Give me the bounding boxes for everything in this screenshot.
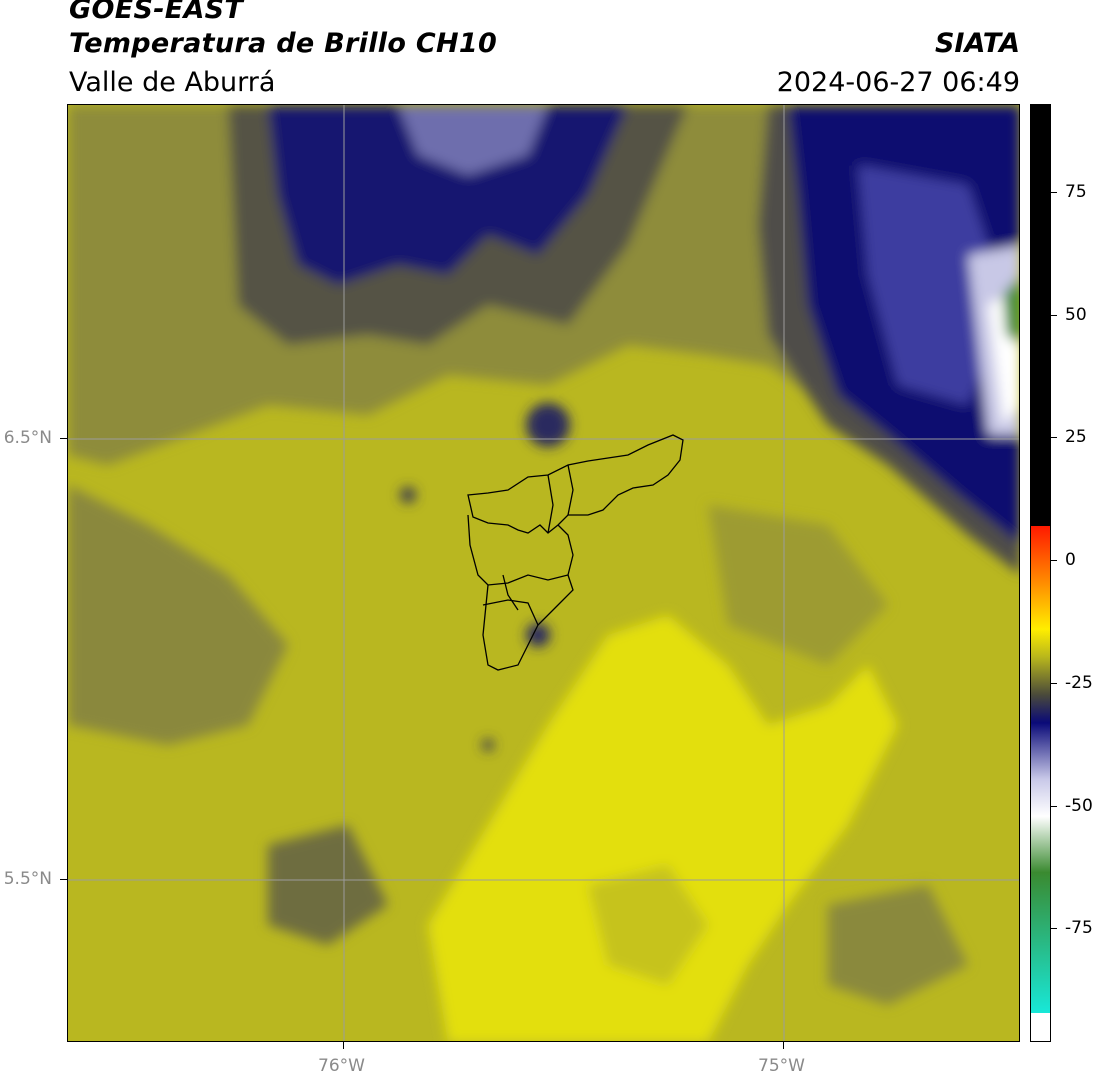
colorbar-tick [1051, 682, 1057, 684]
colorbar-tick-label: -50 [1065, 795, 1093, 816]
product-title: Temperatura de Brillo CH10 [69, 28, 498, 59]
datetime-title: 2024-06-27 06:49 [776, 67, 1020, 98]
colorbar-tick-label: 50 [1065, 304, 1087, 325]
lat-tick-6-5 [60, 438, 67, 439]
colorbar-tick [1051, 560, 1057, 562]
lat-label-5-5: 5.5°N [3, 869, 52, 889]
lat-tick-5-5 [60, 879, 67, 880]
colorbar-tick-label: 75 [1065, 182, 1087, 202]
lat-label-6-5: 6.5°N [3, 428, 52, 448]
municipality-boundaries [467, 434, 684, 671]
colorbar-tick-label: -75 [1065, 918, 1093, 939]
map-raster [68, 105, 1019, 1041]
colorbar-tick [1051, 928, 1057, 930]
region-title: Valle de Aburrá [69, 67, 276, 98]
brightness-temperature-map [67, 104, 1020, 1042]
cloud-field [68, 105, 1019, 1041]
lon-tick-75 [783, 1042, 784, 1049]
colorbar-tick-label: -25 [1065, 672, 1093, 693]
satellite-title: GOES-EAST [69, 0, 244, 25]
colorbar-tick [1051, 192, 1057, 193]
colorbar-tick-label: 0 [1065, 550, 1076, 571]
lon-label-75: 75°W [758, 1056, 805, 1076]
lon-tick-76 [343, 1042, 344, 1049]
colorbar-tick-label: 25 [1065, 427, 1087, 448]
org-title: SIATA [934, 28, 1020, 59]
colorbar [1030, 104, 1051, 1042]
colorbar-tick [1051, 314, 1057, 316]
colorbar-tick [1051, 805, 1057, 807]
colorbar-tick [1051, 437, 1057, 439]
lon-label-76: 76°W [318, 1056, 365, 1076]
